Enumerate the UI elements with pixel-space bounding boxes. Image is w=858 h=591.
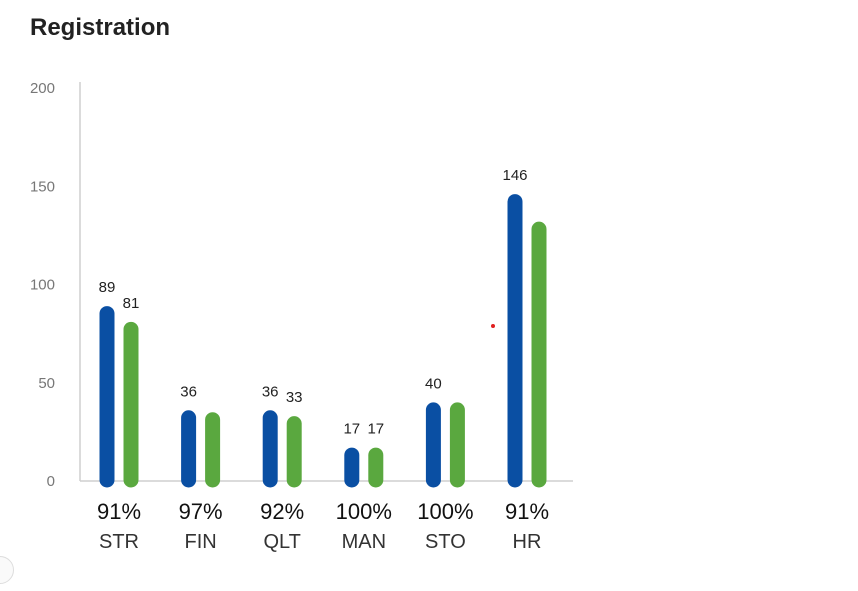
data-label: 36: [262, 383, 279, 400]
red-dot-marker: [491, 324, 495, 328]
y-tick-label: 200: [30, 80, 55, 97]
x-category-label: FIN: [184, 531, 216, 553]
x-category-label: QLT: [263, 531, 300, 553]
data-label: 40: [425, 375, 442, 392]
chart-title: Registration: [30, 14, 171, 41]
data-label: 81: [123, 295, 140, 312]
data-label: 146: [502, 167, 527, 184]
percentage-label: 100%: [417, 499, 473, 524]
y-tick-label: 150: [30, 178, 55, 195]
x-category-label: STR: [99, 531, 139, 553]
percentage-label: 91%: [97, 499, 141, 524]
y-tick-label: 100: [30, 277, 55, 294]
y-tick-label: 0: [47, 473, 55, 490]
data-label: 36: [180, 383, 197, 400]
data-label: 17: [343, 421, 360, 438]
percentage-label: 97%: [179, 499, 223, 524]
x-category-label: HR: [513, 531, 542, 553]
percentage-label: 91%: [505, 499, 549, 524]
data-label: 33: [286, 389, 303, 406]
data-label: 89: [99, 279, 116, 296]
y-tick-label: 50: [38, 375, 55, 392]
percentage-label: 92%: [260, 499, 304, 524]
percentage-label: 100%: [336, 499, 392, 524]
x-category-label: MAN: [342, 531, 386, 553]
data-label: 17: [367, 421, 384, 438]
x-category-label: STO: [425, 531, 466, 553]
